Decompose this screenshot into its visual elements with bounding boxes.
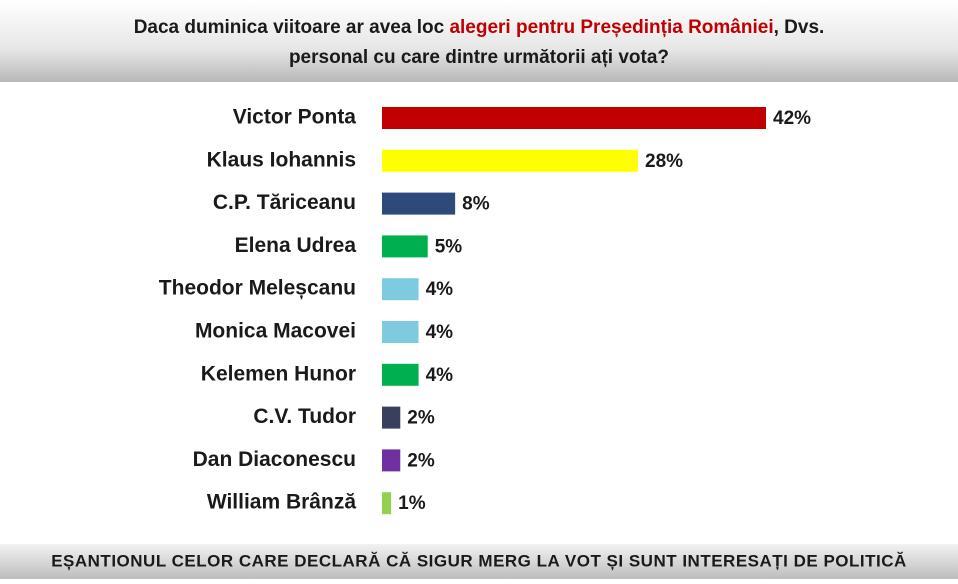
bar: [382, 363, 419, 386]
category-label: Monica Macovei: [195, 320, 356, 343]
value-label: 4%: [426, 365, 454, 386]
value-label: 1%: [398, 493, 426, 514]
value-label: 8%: [462, 194, 490, 215]
bar: [382, 149, 638, 172]
category-label: Klaus Iohannis: [207, 148, 356, 171]
value-label: 4%: [426, 322, 454, 343]
bar: [382, 406, 401, 429]
bar: [382, 492, 392, 515]
bar: [382, 107, 766, 129]
category-label: Kelemen Hunor: [201, 362, 356, 385]
category-label: C.V. Tudor: [253, 405, 356, 428]
title-segment: alegeri pentru Președinția României: [449, 17, 773, 38]
value-label: 2%: [407, 450, 435, 471]
title-line: personal cu care dintre următorii ați vo…: [289, 47, 669, 68]
value-label: 28%: [645, 151, 683, 172]
bar: [382, 278, 419, 301]
category-label: Victor Ponta: [233, 106, 357, 129]
bar: [382, 192, 456, 215]
value-label: 2%: [407, 408, 435, 429]
value-label: 4%: [426, 279, 454, 300]
title-segment: , Dvs.: [774, 17, 825, 38]
category-label: Dan Diaconescu: [193, 448, 356, 471]
title-line: Daca duminica viitoare ar avea loc alege…: [134, 17, 825, 38]
footer-band: [0, 544, 958, 579]
value-label: 42%: [773, 108, 811, 129]
bar: [382, 235, 428, 258]
category-label: Elena Udrea: [235, 234, 357, 257]
header-band: [0, 0, 958, 82]
title-segment: Daca duminica viitoare ar avea loc: [134, 17, 450, 38]
chart-title: Daca duminica viitoare ar avea loc alege…: [134, 17, 825, 68]
value-label: 5%: [435, 236, 463, 257]
bar: [382, 321, 419, 343]
category-label: William Brânză: [207, 491, 357, 514]
bar: [382, 449, 401, 472]
category-label: Theodor Meleșcanu: [159, 277, 356, 300]
category-label: C.P. Tăriceanu: [213, 191, 356, 214]
footer-note: EȘANTIONUL CELOR CARE DECLARĂ CĂ SIGUR M…: [51, 551, 907, 570]
title-segment: personal cu care dintre următorii ați vo…: [289, 47, 669, 68]
